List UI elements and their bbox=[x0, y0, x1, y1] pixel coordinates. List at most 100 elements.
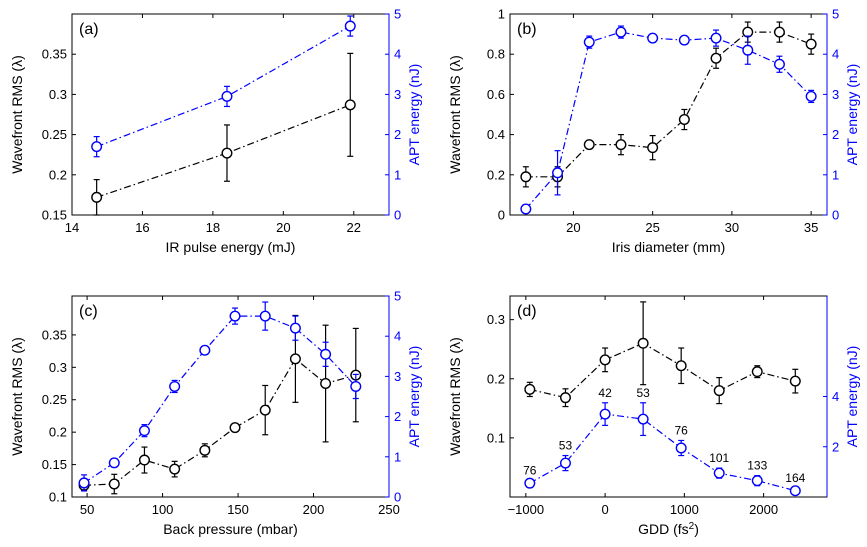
x-tick-label: 35 bbox=[804, 220, 818, 235]
data-point bbox=[710, 52, 722, 64]
data-point bbox=[524, 383, 536, 395]
y-left-axis-label: Wavefront RMS (λ) bbox=[9, 337, 25, 456]
data-point bbox=[615, 139, 627, 151]
x-tick-label: 14 bbox=[65, 220, 79, 235]
data-point bbox=[559, 457, 571, 469]
series-apt-energy bbox=[524, 402, 801, 497]
point-annotation: 53 bbox=[559, 439, 573, 453]
point-annotation: 53 bbox=[636, 386, 650, 400]
y-right-tick-label: 4 bbox=[394, 47, 401, 62]
series-line bbox=[84, 357, 356, 486]
y-left-axis-label: Wavefront RMS (λ) bbox=[9, 55, 25, 174]
panel-label: (b) bbox=[517, 21, 537, 38]
data-point bbox=[789, 375, 801, 387]
y-right-tick-label: 0 bbox=[832, 208, 839, 223]
data-point bbox=[520, 171, 532, 183]
data-point bbox=[108, 478, 120, 490]
y-right-axis-label: APT energy (nJ) bbox=[844, 64, 860, 166]
data-point bbox=[647, 142, 659, 154]
plot-frame bbox=[509, 295, 828, 498]
series-line bbox=[529, 342, 796, 399]
y-left-tick-label: 0.35 bbox=[42, 47, 67, 62]
x-tick-label: 250 bbox=[378, 502, 400, 517]
x-tick-label: 30 bbox=[725, 220, 739, 235]
y-left-tick-label: 0.15 bbox=[42, 457, 67, 472]
y-left-tick-label: 0.2 bbox=[49, 425, 67, 440]
y-left-tick-label: 0 bbox=[498, 208, 505, 223]
x-tick-label: 20 bbox=[276, 220, 290, 235]
data-point bbox=[637, 413, 649, 425]
data-point bbox=[91, 141, 103, 153]
data-point bbox=[678, 114, 690, 126]
data-point bbox=[615, 26, 627, 38]
data-point bbox=[350, 380, 362, 392]
y-right-tick-label: 1 bbox=[394, 167, 401, 182]
series-line bbox=[525, 31, 812, 178]
y-left-tick-label: 0.2 bbox=[49, 167, 67, 182]
data-point bbox=[520, 203, 532, 215]
data-point bbox=[751, 475, 763, 487]
data-point bbox=[552, 167, 564, 179]
data-point bbox=[713, 385, 725, 397]
y-left-tick-label: 0.3 bbox=[487, 312, 505, 327]
data-point bbox=[675, 442, 687, 454]
y-left-tick-label: 0.8 bbox=[487, 47, 505, 62]
y-left-tick-label: 0.3 bbox=[49, 360, 67, 375]
data-point bbox=[713, 467, 725, 479]
y-left-tick-label: 0.6 bbox=[487, 87, 505, 102]
data-point bbox=[678, 34, 690, 46]
series-line bbox=[96, 25, 351, 148]
x-tick-label: 18 bbox=[206, 220, 220, 235]
data-point bbox=[742, 26, 754, 38]
chart-panel-0: 14 16 18 20 22 0.15 0.2 0.25 0.3 0.35 0 1 2 3 4 5 (a) IR … bbox=[9, 7, 422, 256]
panel-label: (a) bbox=[79, 21, 99, 38]
data-point bbox=[289, 322, 301, 334]
x-axis-label: Back pressure (mbar) bbox=[163, 521, 298, 537]
y-left-axis-label: Wavefront RMS (λ) bbox=[447, 337, 463, 456]
data-point bbox=[229, 310, 241, 322]
y-right-tick-label: 2 bbox=[394, 127, 401, 142]
series-apt-energy bbox=[78, 301, 362, 492]
y-right-tick-label: 3 bbox=[832, 87, 839, 102]
series-apt-energy bbox=[520, 25, 817, 215]
x-tick-label: 25 bbox=[645, 220, 659, 235]
y-left-tick-label: 0.2 bbox=[487, 167, 505, 182]
data-point bbox=[524, 477, 536, 489]
data-point bbox=[169, 463, 181, 475]
panel-label: (c) bbox=[79, 303, 98, 320]
data-point bbox=[259, 404, 271, 416]
x-tick-label: 1000 bbox=[670, 502, 699, 517]
y-right-axis-label: APT energy (nJ) bbox=[406, 346, 422, 448]
x-tick-label: 16 bbox=[135, 220, 149, 235]
data-point bbox=[675, 360, 687, 372]
series-line bbox=[525, 31, 812, 210]
data-point bbox=[289, 353, 301, 365]
x-tick-label: 2000 bbox=[749, 502, 778, 517]
data-point bbox=[78, 477, 90, 489]
data-point bbox=[229, 422, 241, 434]
data-point bbox=[221, 90, 233, 102]
data-point bbox=[221, 147, 233, 159]
y-left-axis-label: Wavefront RMS (λ) bbox=[447, 55, 463, 174]
x-axis-label: Iris diameter (mm) bbox=[612, 239, 726, 255]
y-left-tick-label: 0.2 bbox=[487, 371, 505, 386]
data-point bbox=[805, 38, 817, 50]
y-left-tick-label: 0.25 bbox=[42, 392, 67, 407]
series-apt-energy bbox=[91, 15, 356, 158]
y-right-tick-label: 5 bbox=[394, 7, 401, 22]
data-point bbox=[583, 36, 595, 48]
y-right-tick-label: 5 bbox=[394, 289, 401, 304]
point-annotation: 76 bbox=[675, 423, 689, 437]
y-right-tick-label: 0 bbox=[394, 208, 401, 223]
point-annotation: 101 bbox=[709, 451, 729, 465]
y-right-tick-label: 4 bbox=[394, 329, 401, 344]
chart-panel-2: 50 100 150 200 250 0.1 0.15 0.2 0.25 0.3 0.35 0 1 2 3 4… bbox=[9, 289, 422, 538]
y-right-tick-label: 4 bbox=[832, 389, 839, 404]
series-wavefront-rms bbox=[520, 21, 817, 188]
y-right-tick-label: 1 bbox=[832, 167, 839, 182]
plot-frame bbox=[71, 295, 390, 498]
data-point bbox=[169, 380, 181, 392]
y-left-tick-label: 0.1 bbox=[49, 490, 67, 505]
data-point bbox=[742, 44, 754, 56]
data-point bbox=[773, 58, 785, 70]
